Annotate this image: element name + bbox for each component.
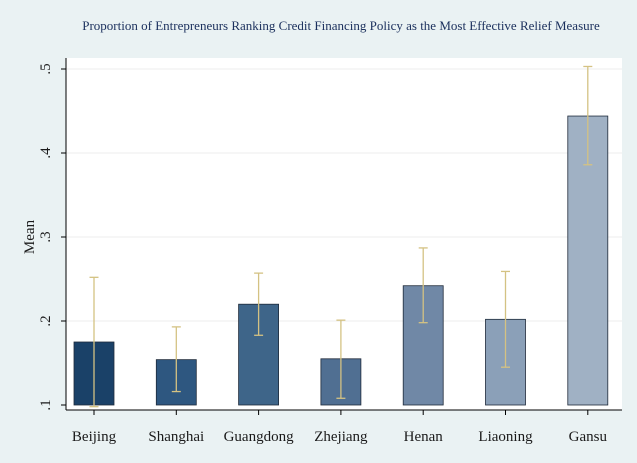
error-bar-guangdong (254, 272, 264, 336)
gridlines (66, 68, 622, 322)
x-tick-label: Zhejiang (314, 429, 368, 445)
chart-title: Proportion of Entrepreneurs Ranking Cred… (82, 18, 600, 33)
y-tick-label: .5 (38, 63, 54, 74)
x-tick-label: Gansu (569, 429, 608, 445)
error-bar-henan (418, 247, 428, 324)
error-bars (89, 65, 593, 408)
x-tick-label: Henan (404, 429, 444, 445)
y-axis-label: Mean (22, 219, 38, 254)
x-tick-label: Guangdong (224, 429, 294, 445)
x-tick-label: Liaoning (478, 429, 533, 445)
y-tick-label: .2 (38, 315, 54, 326)
bar-gansu (567, 115, 609, 406)
axes: .1 .2 .3 .4 .5 Beijing Shanghai Guangdong Zhejia… (38, 58, 622, 445)
x-tick-label: Shanghai (148, 429, 204, 445)
y-tick-label: .3 (38, 231, 54, 242)
plot-area (66, 58, 622, 410)
error-bar-gansu (583, 65, 593, 166)
x-tick-label: Beijing (72, 429, 117, 445)
error-bar-zhejiang (336, 319, 346, 399)
y-tick-label: .4 (38, 147, 54, 159)
error-bar-shanghai (171, 326, 181, 393)
error-bar-beijing (89, 276, 99, 408)
error-bar-liaoning (501, 270, 510, 368)
y-tick-label: .1 (38, 399, 54, 410)
